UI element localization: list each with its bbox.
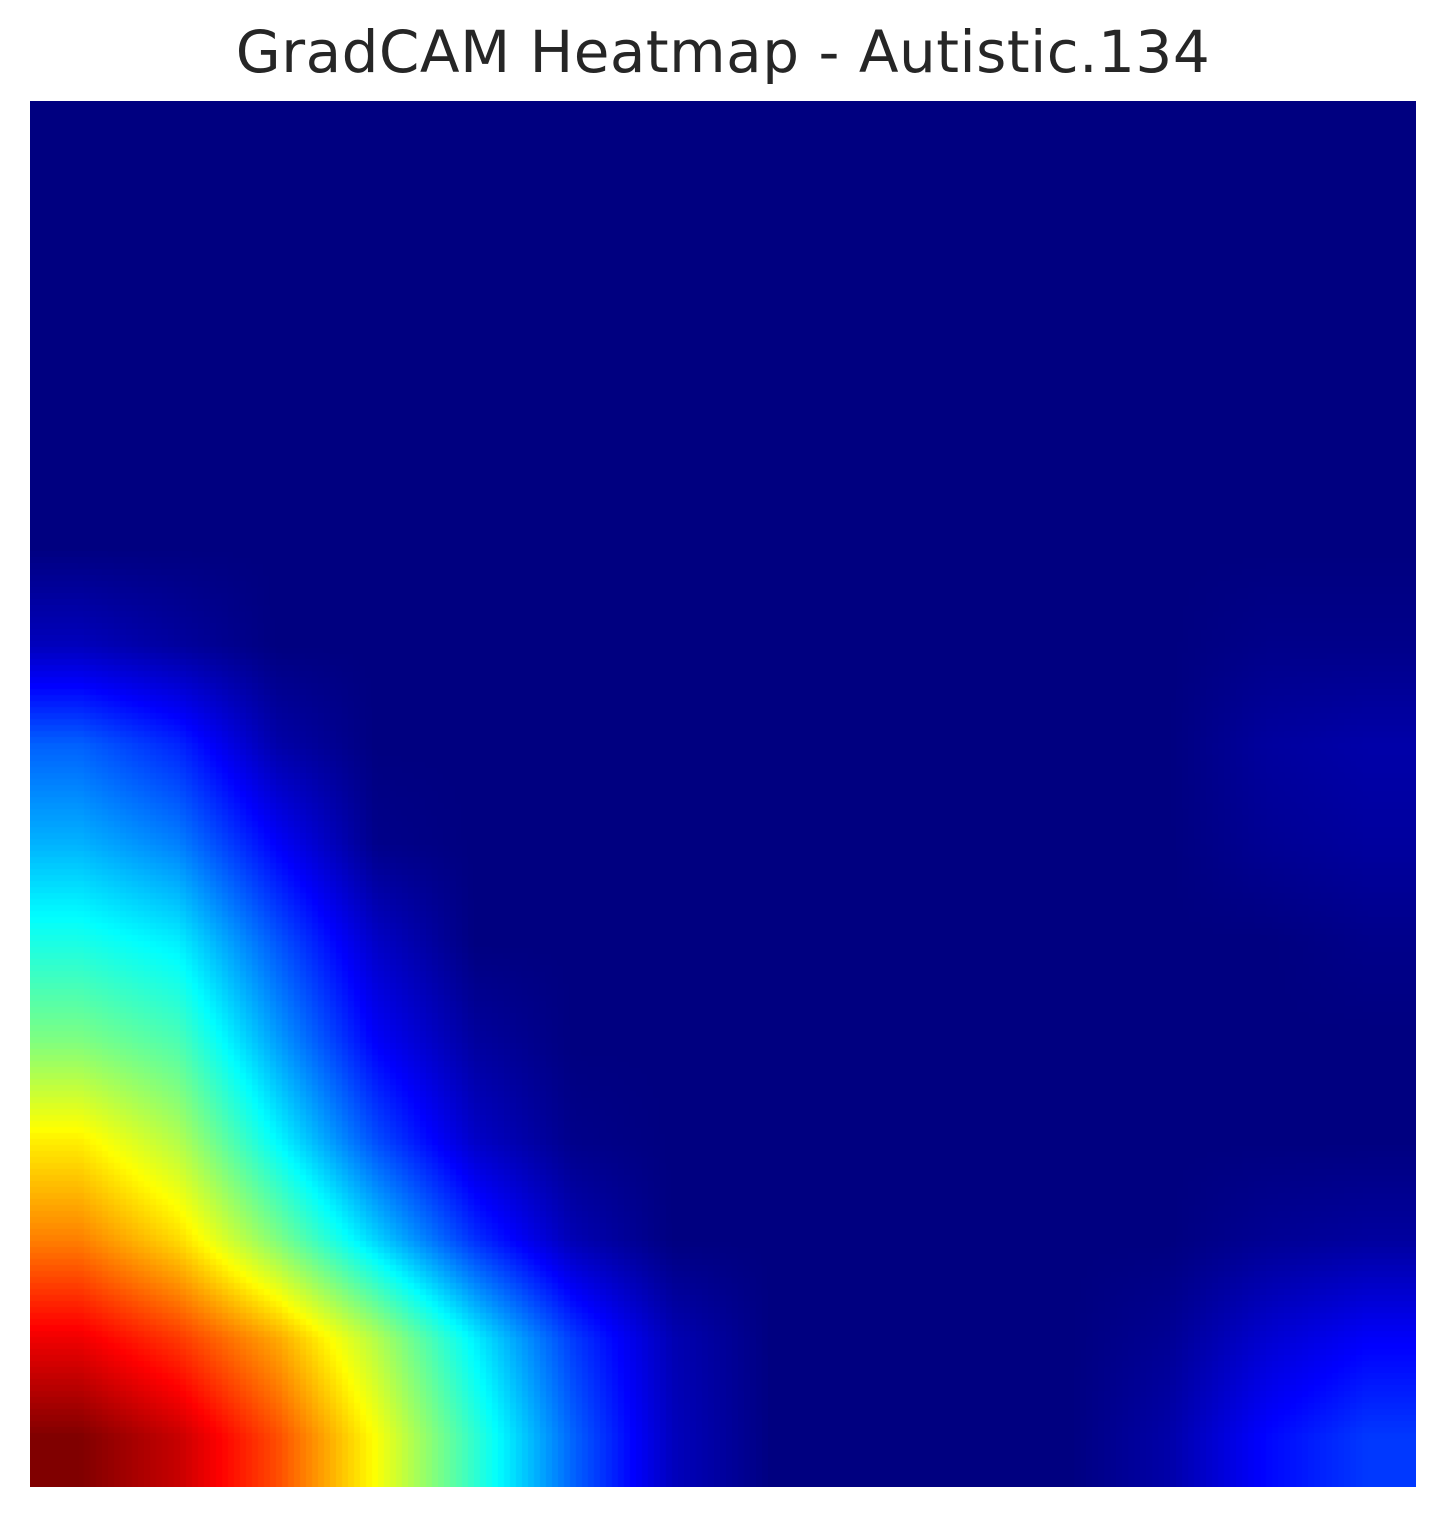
chart-title: GradCAM Heatmap - Autistic.134 xyxy=(235,18,1211,86)
heatmap-plot-area xyxy=(30,101,1416,1487)
heatmap-canvas xyxy=(30,101,1416,1487)
